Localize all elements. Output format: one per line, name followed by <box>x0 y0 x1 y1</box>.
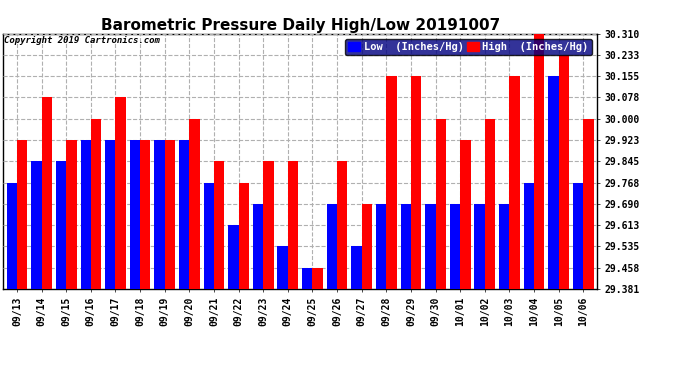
Bar <box>277 246 288 289</box>
Bar <box>66 140 77 289</box>
Bar <box>376 204 386 289</box>
Bar <box>327 204 337 289</box>
Bar <box>475 204 485 289</box>
Bar <box>239 183 249 289</box>
Bar <box>81 140 91 289</box>
Bar <box>115 98 126 289</box>
Bar <box>573 183 583 289</box>
Bar <box>411 76 422 289</box>
Bar <box>401 204 411 289</box>
Bar <box>302 268 313 289</box>
Bar <box>228 225 239 289</box>
Bar <box>313 268 323 289</box>
Bar <box>534 34 544 289</box>
Bar <box>362 204 372 289</box>
Legend: Low  (Inches/Hg), High  (Inches/Hg): Low (Inches/Hg), High (Inches/Hg) <box>345 39 591 55</box>
Bar <box>485 119 495 289</box>
Bar <box>351 246 362 289</box>
Bar <box>524 183 534 289</box>
Bar <box>583 119 593 289</box>
Bar <box>140 140 150 289</box>
Bar <box>41 98 52 289</box>
Bar <box>56 161 66 289</box>
Bar <box>460 140 471 289</box>
Text: Copyright 2019 Cartronics.com: Copyright 2019 Cartronics.com <box>4 36 160 45</box>
Bar <box>7 183 17 289</box>
Bar <box>214 161 224 289</box>
Bar <box>509 76 520 289</box>
Bar <box>549 76 559 289</box>
Bar <box>450 204 460 289</box>
Bar <box>155 140 165 289</box>
Bar <box>288 161 298 289</box>
Bar <box>263 161 273 289</box>
Bar <box>204 183 214 289</box>
Bar <box>253 204 263 289</box>
Bar <box>105 140 115 289</box>
Bar <box>425 204 435 289</box>
Bar <box>130 140 140 289</box>
Title: Barometric Pressure Daily High/Low 20191007: Barometric Pressure Daily High/Low 20191… <box>101 18 500 33</box>
Bar <box>386 76 397 289</box>
Bar <box>499 204 509 289</box>
Bar <box>337 161 348 289</box>
Bar <box>165 140 175 289</box>
Bar <box>179 140 189 289</box>
Bar <box>435 119 446 289</box>
Bar <box>17 140 28 289</box>
Bar <box>559 55 569 289</box>
Bar <box>189 119 199 289</box>
Bar <box>91 119 101 289</box>
Bar <box>31 161 41 289</box>
